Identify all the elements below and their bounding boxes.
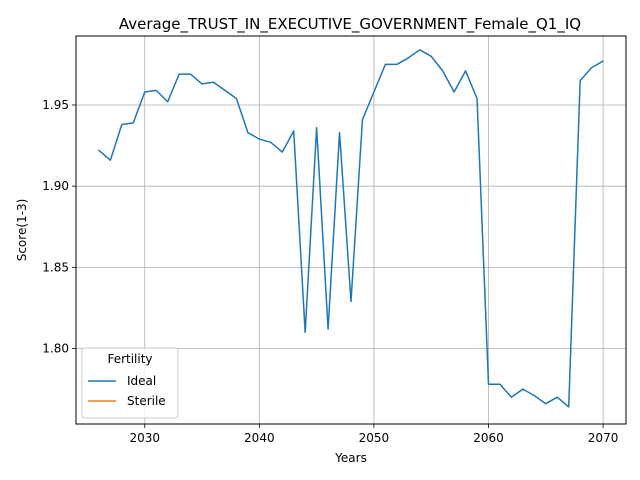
y-tick-label: 1.85 — [42, 260, 69, 274]
series-lines — [98, 49, 604, 408]
plot-area-frame — [75, 35, 627, 425]
legend-label-ideal: Ideal — [127, 374, 156, 388]
legend: Fertility Ideal Sterile — [81, 347, 179, 419]
x-tick-label: 2060 — [473, 431, 504, 445]
legend-label-sterile: Sterile — [127, 394, 166, 408]
x-tick-label: 2050 — [359, 431, 390, 445]
y-tick-label: 1.95 — [42, 98, 69, 112]
y-tick-label: 1.90 — [42, 179, 69, 193]
y-axis-label: Score(1-3) — [15, 199, 29, 262]
chart-title: Average_TRUST_IN_EXECUTIVE_GOVERNMENT_Fe… — [119, 15, 581, 34]
grid-lines — [76, 36, 626, 424]
x-axis-label: Years — [334, 451, 367, 465]
y-tick-label: 1.80 — [42, 342, 69, 356]
x-axis-ticks: 2030 2040 2050 2060 2070 — [129, 424, 618, 445]
y-axis-ticks: 1.80 1.85 1.90 1.95 — [42, 98, 76, 356]
x-tick-label: 2030 — [129, 431, 160, 445]
x-tick-label: 2070 — [588, 431, 619, 445]
x-tick-label: 2040 — [244, 431, 275, 445]
series-line-ideal — [98, 49, 604, 408]
legend-title: Fertility — [107, 352, 152, 366]
